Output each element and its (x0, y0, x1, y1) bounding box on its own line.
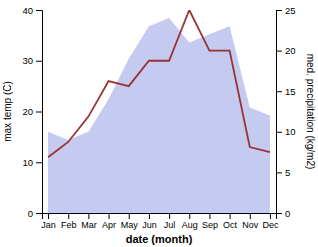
tick: Dec (262, 213, 279, 230)
tick: Oct (223, 213, 238, 230)
tick-label: Jul (164, 220, 176, 230)
tick: Jul (164, 213, 176, 230)
tick-mark (276, 10, 282, 11)
tick-mark (169, 213, 170, 219)
tick: 0 (28, 208, 42, 219)
tick-mark (149, 213, 150, 219)
tick-mark (36, 10, 42, 11)
tick-mark (209, 213, 210, 219)
tick-mark (270, 213, 271, 219)
tick: 20 (276, 45, 296, 56)
tick-mark (276, 172, 282, 173)
tick: 10 (276, 126, 296, 137)
tick-label: Jan (41, 220, 56, 230)
area (48, 18, 270, 213)
tick: 25 (276, 5, 296, 16)
tick-mark (36, 112, 42, 113)
line (48, 10, 270, 157)
tick-mark (109, 213, 110, 219)
tick-mark (276, 51, 282, 52)
tick-label: 40 (22, 5, 33, 16)
tick: 5 (276, 167, 290, 178)
tick-label: 15 (285, 86, 296, 97)
tick-label: 25 (285, 5, 296, 16)
tick: Apr (102, 213, 116, 230)
tick-label: 30 (22, 55, 33, 66)
tick: Aug (182, 213, 198, 230)
tick-mark (88, 213, 89, 219)
tick: Jun (142, 213, 157, 230)
tick-label: 10 (22, 157, 33, 168)
tick: 20 (22, 106, 42, 117)
tick: 0 (276, 208, 290, 219)
tick-mark (48, 213, 49, 219)
tick: 30 (22, 55, 42, 66)
tick: May (121, 213, 139, 230)
tick-mark (276, 91, 282, 92)
tick: 40 (22, 5, 42, 16)
tick-mark (189, 213, 190, 219)
tick-mark (250, 213, 251, 219)
tick-label: Nov (242, 220, 259, 230)
tick-label: May (121, 220, 139, 230)
tick-mark (36, 213, 42, 214)
chart: Jan Feb Mar Apr MayJun Jul Aug Sep Oct NovDec 0 10 2… (0, 0, 318, 247)
tick-mark (129, 213, 130, 219)
tick: Jan (41, 213, 56, 230)
tick-label: 0 (28, 208, 33, 219)
y-axis: 0 10 20 30 40 (22, 5, 42, 219)
tick: 10 (22, 157, 42, 168)
tick-label: Feb (61, 220, 77, 230)
tick-label: Aug (182, 220, 198, 230)
x-label: date (month) (126, 233, 193, 245)
tick-label: Mar (81, 220, 97, 230)
y2-axis: 0 5 10 15 20 25 (276, 5, 296, 219)
tick-label: Apr (102, 220, 116, 230)
y-label: max temp (C) (2, 81, 13, 142)
tick-label: Sep (202, 220, 218, 230)
tick: Feb (61, 213, 77, 230)
tick-mark (68, 213, 69, 219)
tick: Sep (202, 213, 218, 230)
tick-label: 5 (285, 167, 290, 178)
tick-mark (230, 213, 231, 219)
tick-mark (36, 61, 42, 62)
tick-mark (276, 213, 282, 214)
tick: Nov (242, 213, 259, 230)
tick-label: 0 (285, 208, 290, 219)
tick-mark (276, 132, 282, 133)
axis-line (36, 11, 43, 214)
marks (48, 10, 270, 213)
tick-label: 20 (22, 106, 33, 117)
tick-label: Dec (262, 220, 279, 230)
tick: 15 (276, 86, 296, 97)
axis-line (43, 214, 277, 220)
y2-label: med. precipitation (kg/m2) (305, 54, 316, 170)
axis-line (277, 11, 283, 214)
tick-label: Oct (223, 220, 238, 230)
tick-label: Jun (142, 220, 157, 230)
tick-label: 20 (285, 45, 296, 56)
x-axis: Jan Feb Mar Apr MayJun Jul Aug Sep Oct NovDec (41, 213, 279, 230)
tick: Mar (81, 213, 97, 230)
tick-mark (36, 162, 42, 163)
tick-label: 10 (285, 126, 296, 137)
plot: Jan Feb Mar Apr MayJun Jul Aug Sep Oct NovDec 0 10 2… (22, 5, 295, 231)
